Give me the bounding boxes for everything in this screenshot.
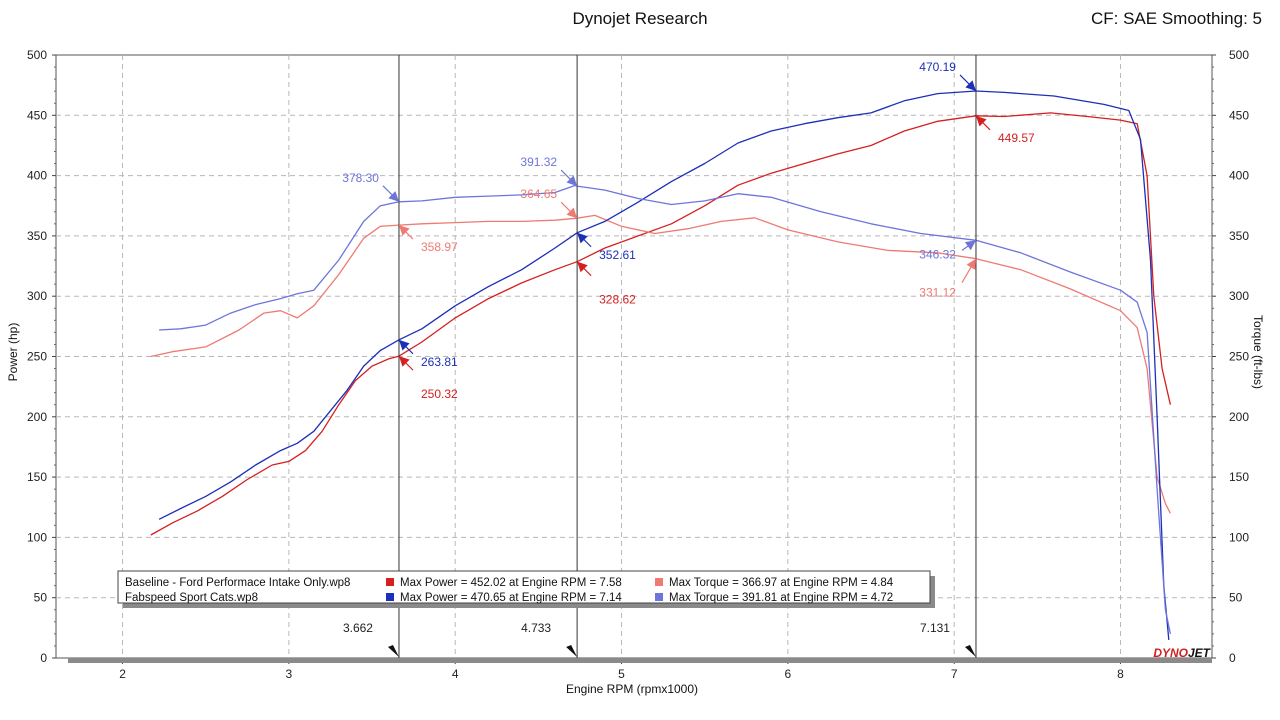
annotation-arrowhead <box>975 115 987 127</box>
annotation-value: 331.12 <box>919 286 956 300</box>
annotation-value: 346.32 <box>919 247 956 261</box>
y-tick-label: 250 <box>27 350 47 364</box>
legend-swatch-power <box>386 578 394 586</box>
y-tick-label: 50 <box>34 591 48 605</box>
annotation-value: 328.62 <box>599 293 636 307</box>
y2-tick-label: 50 <box>1229 591 1243 605</box>
annotation-arrowhead <box>398 339 410 351</box>
y-tick-label: 0 <box>40 651 47 665</box>
series-baseline-power-line <box>150 112 1172 536</box>
legend-swatch-torque <box>655 578 663 586</box>
y2-tick-label: 400 <box>1229 169 1249 183</box>
y-tick-label: 500 <box>27 48 47 62</box>
x-tick-label: 4 <box>452 667 459 681</box>
y-tick-label: 300 <box>27 289 47 303</box>
y-tick-label: 100 <box>27 530 47 544</box>
annotation-arrowhead <box>964 240 976 251</box>
y-axis-left-label: Power (hp) <box>6 323 20 382</box>
x-tick-label: 5 <box>618 667 625 681</box>
annotation-arrowhead <box>566 175 578 187</box>
plot-area: 0 0 50 50 100 100 150 150 200 200 250 250 300 300 350 3… <box>27 48 1249 681</box>
x-axis-label: Engine RPM (rpmx1000) <box>566 682 698 696</box>
y2-tick-label: 350 <box>1229 229 1249 243</box>
annotation-value: 263.81 <box>421 355 458 369</box>
rpm-cursor-arrow <box>964 645 976 657</box>
annotation-arrowhead <box>388 191 399 202</box>
annotation-value: 358.97 <box>421 240 458 254</box>
annotation-arrowhead <box>966 258 976 270</box>
y-axis-right-label: Torque (ft-lbs) <box>1251 315 1265 389</box>
y2-tick-label: 450 <box>1229 108 1249 122</box>
x-tick-label: 3 <box>286 667 293 681</box>
legend-run-name: Baseline - Ford Performace Intake Only.w… <box>125 577 350 589</box>
annotation-arrowhead <box>566 207 578 219</box>
x-tick-label: 7 <box>951 667 958 681</box>
x-tick-label: 8 <box>1117 667 1124 681</box>
legend-max-torque: Max Torque = 391.81 at Engine RPM = 4.72 <box>669 592 893 604</box>
correction-factor-label: CF: SAE Smoothing: 5 <box>1091 9 1262 28</box>
series-baseline-torque-line <box>150 214 1171 514</box>
legend-max-torque: Max Torque = 366.97 at Engine RPM = 4.84 <box>669 577 894 589</box>
legend-box <box>117 570 931 604</box>
annotation-value: 250.32 <box>421 387 458 401</box>
y2-tick-label: 0 <box>1229 651 1236 665</box>
annotation-value: 364.65 <box>520 187 557 201</box>
rpm-cursor-arrow <box>387 645 399 657</box>
y-tick-label: 200 <box>27 410 47 424</box>
rpm-cursor-label: 3.662 <box>343 621 373 635</box>
annotation-arrowhead <box>965 80 976 91</box>
legend-run-name: Fabspeed Sport Cats.wp8 <box>125 592 258 604</box>
legend-swatch-torque <box>655 593 663 601</box>
annotation-value: 391.32 <box>520 155 557 169</box>
annotation-value: 449.57 <box>998 131 1035 145</box>
annotation-value: 352.61 <box>599 248 636 262</box>
legend-max-power: Max Power = 452.02 at Engine RPM = 7.58 <box>400 577 622 589</box>
y2-tick-label: 500 <box>1229 48 1249 62</box>
y-tick-label: 450 <box>27 108 47 122</box>
annotation-value: 470.19 <box>919 60 956 74</box>
rpm-cursor-arrow <box>566 645 578 657</box>
annotation-value: 378.30 <box>342 171 379 185</box>
series-fabspeed-power-line <box>158 90 1170 640</box>
y2-tick-label: 250 <box>1229 350 1249 364</box>
axis-baseline-bar <box>68 658 1212 663</box>
annotation-arrowhead <box>577 261 588 273</box>
legend-swatch-power <box>386 593 394 601</box>
rpm-cursor-label: 7.131 <box>920 621 950 635</box>
x-tick-label: 2 <box>119 667 126 681</box>
chart-title: Dynojet Research <box>572 9 707 28</box>
legend-max-power: Max Power = 470.65 at Engine RPM = 7.14 <box>400 592 622 604</box>
x-tick-label: 6 <box>785 667 792 681</box>
y-tick-label: 400 <box>27 169 47 183</box>
y2-tick-label: 100 <box>1229 530 1249 544</box>
y2-tick-label: 150 <box>1229 470 1249 484</box>
y2-tick-label: 200 <box>1229 410 1249 424</box>
annotation-arrowhead <box>577 232 588 244</box>
y-tick-label: 350 <box>27 229 47 243</box>
dynojet-logo: DYNOJET <box>1153 646 1211 660</box>
annotation-arrowhead <box>398 225 410 236</box>
rpm-cursor-label: 4.733 <box>521 621 551 635</box>
y-tick-label: 150 <box>27 470 47 484</box>
legend: Baseline - Ford Performace Intake Only.w… <box>117 570 935 608</box>
y2-tick-label: 300 <box>1229 289 1249 303</box>
annotation-arrowhead <box>398 356 410 367</box>
